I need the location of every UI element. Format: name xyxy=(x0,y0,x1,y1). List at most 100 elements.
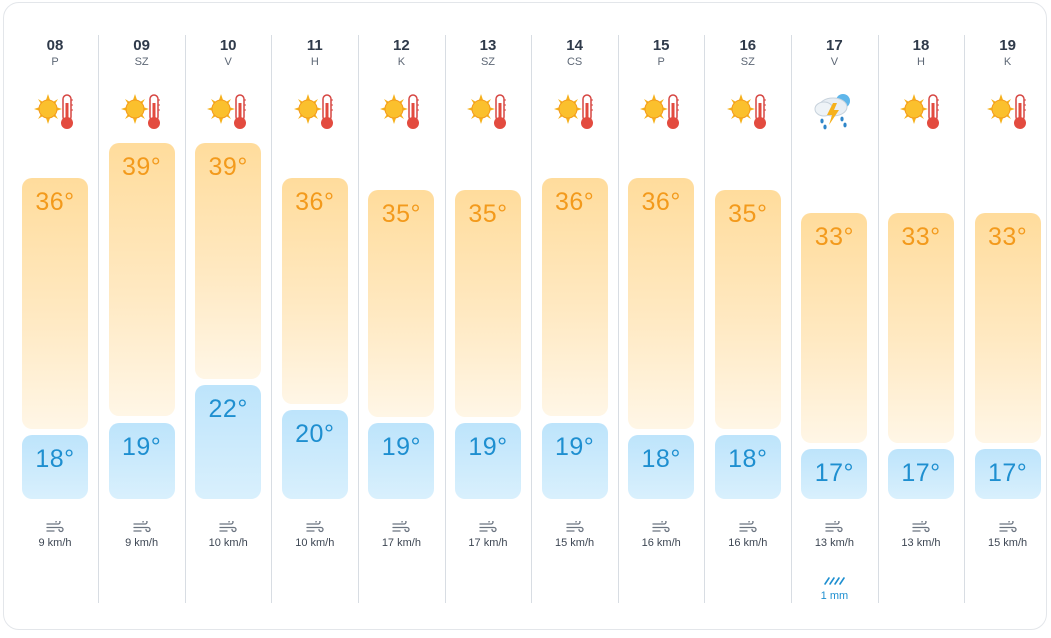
day-number: 11 xyxy=(306,37,323,54)
day-name: SZ xyxy=(134,56,149,68)
max-temp: 39° xyxy=(121,152,162,181)
wind-icon xyxy=(479,519,497,533)
wind-speed: 9 km/h xyxy=(38,537,72,549)
max-temp-bar: 39° xyxy=(108,142,175,417)
column-divider xyxy=(704,35,706,603)
day-number: 15 xyxy=(652,37,670,54)
day-name: SZ xyxy=(740,56,755,68)
day-column-16: 16 SZ 35° 18° 16 km/h xyxy=(705,33,791,603)
max-temp: 39° xyxy=(208,152,248,181)
day-name: K xyxy=(1003,56,1012,68)
max-temp: 36° xyxy=(295,187,335,216)
wind-speed: 9 km/h xyxy=(125,537,159,549)
max-temp-bar: 33° xyxy=(974,212,1041,443)
column-divider xyxy=(357,35,359,603)
max-temp-bar: 35° xyxy=(368,189,435,417)
min-temp-bar: 18° xyxy=(22,435,88,499)
max-temp: 33° xyxy=(987,222,1028,251)
max-temp-bar: 35° xyxy=(714,189,781,429)
day-name: CS xyxy=(566,56,583,68)
wind-speed: 16 km/h xyxy=(728,537,768,549)
wind-speed: 13 km/h xyxy=(814,537,854,549)
wind-speed: 13 km/h xyxy=(901,537,941,549)
min-temp: 22° xyxy=(208,395,248,423)
sun-thermometer-icon xyxy=(207,91,249,131)
wind-icon xyxy=(132,519,151,533)
min-temp: 19° xyxy=(381,432,422,461)
max-temp: 36° xyxy=(641,187,681,216)
min-temp-bar: 19° xyxy=(541,422,608,499)
max-temp: 36° xyxy=(554,187,595,216)
day-column-14: 14 CS 36° 19° 15 km/h xyxy=(532,33,618,603)
column-divider xyxy=(184,35,186,603)
sun-thermometer-icon xyxy=(900,91,942,131)
max-temp-bar: 33° xyxy=(888,212,954,443)
column-divider xyxy=(444,35,446,603)
wind-speed: 17 km/h xyxy=(468,537,508,549)
max-temp: 36° xyxy=(35,187,75,216)
max-temp: 33° xyxy=(814,222,855,251)
day-number: 19 xyxy=(999,37,1016,54)
wind-icon xyxy=(219,519,237,533)
min-temp-bar: 18° xyxy=(628,435,695,499)
wind-speed: 10 km/h xyxy=(295,537,335,549)
min-temp-bar: 18° xyxy=(714,435,781,499)
max-temp-bar: 39° xyxy=(195,142,262,379)
min-temp-bar: 22° xyxy=(195,385,262,499)
day-number: 08 xyxy=(46,37,64,54)
day-number: 09 xyxy=(133,37,150,54)
min-temp-bar: 19° xyxy=(368,422,435,499)
day-column-17: 17 V 33° 17° 13 km/h 1 mm xyxy=(791,33,877,603)
min-temp-bar: 19° xyxy=(108,422,175,499)
day-column-12: 12 K 35° 19° 17 km/h xyxy=(358,33,444,603)
sun-thermometer-icon xyxy=(467,91,509,131)
min-temp-bar: 19° xyxy=(455,422,521,499)
wind-icon xyxy=(739,519,757,533)
min-temp-bar: 17° xyxy=(888,449,954,499)
wind-speed: 15 km/h xyxy=(555,537,595,549)
sun-thermometer-icon xyxy=(120,91,163,131)
wind-speed: 10 km/h xyxy=(208,537,248,549)
max-temp: 35° xyxy=(468,199,508,228)
day-name: H xyxy=(917,56,925,68)
day-number: 14 xyxy=(566,37,583,54)
max-temp: 33° xyxy=(901,222,941,251)
sun-thermometer-icon xyxy=(640,91,682,131)
day-column-10: 10 V 39° 22° 10 km/h xyxy=(185,33,271,603)
sun-thermometer-icon xyxy=(293,91,336,131)
max-temp-bar: 36° xyxy=(541,177,608,417)
min-temp: 17° xyxy=(987,459,1028,487)
day-number: 12 xyxy=(393,37,410,54)
day-number: 13 xyxy=(479,37,497,54)
max-temp-bar: 35° xyxy=(455,189,521,417)
min-temp: 19° xyxy=(121,432,162,461)
wind-icon xyxy=(46,519,64,533)
min-temp: 19° xyxy=(554,432,595,461)
day-name: K xyxy=(397,56,406,68)
wind-icon xyxy=(912,519,930,533)
min-temp: 18° xyxy=(35,445,75,473)
day-name: SZ xyxy=(480,56,496,68)
min-temp: 17° xyxy=(814,459,855,487)
wind-icon xyxy=(998,519,1017,533)
wind-icon xyxy=(306,519,324,533)
min-temp: 19° xyxy=(468,432,508,461)
rain-amount: 1 mm xyxy=(820,590,849,602)
sun-thermometer-icon xyxy=(726,91,769,131)
sun-thermometer-icon xyxy=(34,91,76,131)
forecast-card: 08 P 36° 18° 9 km/h 09 SZ xyxy=(3,2,1047,630)
wind-speed: 17 km/h xyxy=(381,537,421,549)
min-temp: 17° xyxy=(901,459,941,487)
wind-icon xyxy=(565,519,584,533)
day-number: 18 xyxy=(912,37,930,54)
min-temp: 20° xyxy=(295,420,335,448)
day-name: P xyxy=(657,56,665,68)
max-temp: 35° xyxy=(728,199,768,228)
day-number: 16 xyxy=(739,37,757,54)
wind-speed: 16 km/h xyxy=(641,537,681,549)
day-number: 17 xyxy=(826,37,843,54)
day-number: 10 xyxy=(219,37,237,54)
min-temp-bar: 17° xyxy=(801,449,868,499)
thunderstorm-icon xyxy=(813,91,855,131)
min-temp: 18° xyxy=(728,445,768,473)
